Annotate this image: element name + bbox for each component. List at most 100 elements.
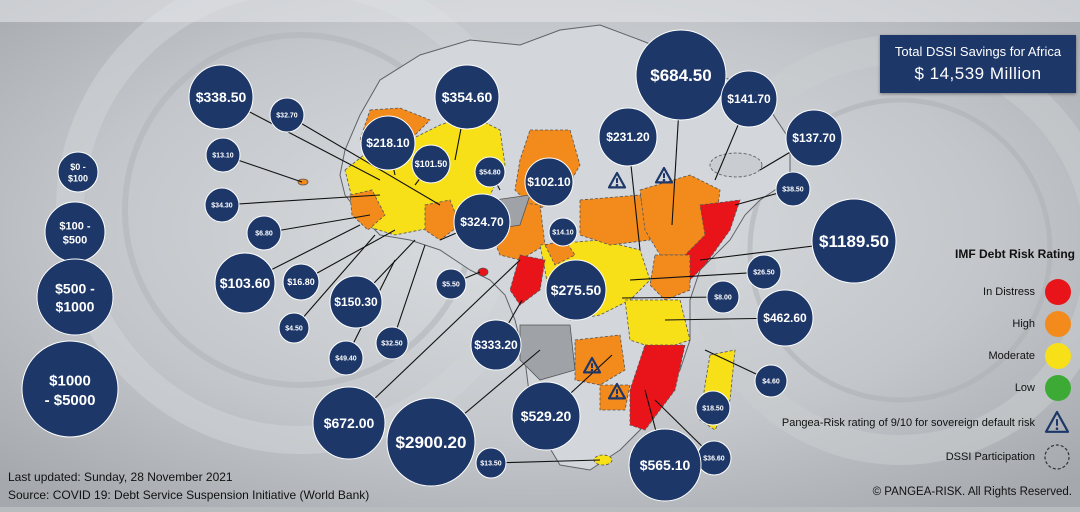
warning-icon	[607, 382, 627, 400]
yemen-dssi	[709, 152, 763, 178]
car-south-sudan-high	[579, 194, 651, 246]
size-legend-label: $100	[68, 173, 88, 183]
savings-bubble	[269, 97, 305, 133]
legend-label-moderate: Moderate	[988, 350, 1035, 362]
savings-bubble	[628, 428, 702, 502]
savings-bubble	[545, 259, 607, 321]
savings-bubble	[246, 215, 282, 251]
savings-bubble	[775, 171, 811, 207]
savings-bubble	[435, 268, 467, 300]
savings-bubble	[811, 198, 897, 284]
savings-bubble	[360, 115, 416, 171]
savings-bubble-label: $672.00	[324, 415, 375, 431]
savings-bubble-label: $462.60	[763, 311, 807, 325]
size-legend-label: $500	[63, 235, 87, 247]
savings-bubble	[434, 64, 500, 130]
warning-icon	[654, 166, 674, 184]
savings-bubble	[548, 217, 578, 247]
risk-swatch	[1045, 375, 1071, 401]
leader-line	[348, 259, 521, 424]
angola-gray	[519, 324, 576, 381]
savings-bubble	[329, 275, 383, 329]
savings-bubble-label: $13.50	[480, 460, 502, 467]
warning-markers	[582, 166, 674, 400]
risk-swatch	[1045, 343, 1071, 369]
risk-legend-markers	[1044, 279, 1071, 470]
top-band	[0, 0, 1080, 22]
savings-bubble-label: $275.50	[551, 282, 602, 298]
savings-bubble	[204, 187, 240, 223]
risk-swatch	[1045, 311, 1071, 337]
coast-high-1	[349, 189, 386, 231]
dssi-participation-icon	[1044, 444, 1070, 470]
warning-icon	[607, 171, 627, 189]
savings-bubble	[756, 289, 814, 347]
savings-bubble	[511, 381, 581, 451]
savings-bubble-label: $6.80	[255, 230, 273, 237]
savings-bubble-label: $150.30	[334, 295, 378, 309]
savings-bubble	[746, 254, 782, 290]
last-updated: Last updated: Sunday, 28 November 2021	[8, 470, 233, 484]
vault-ring-right-inner	[747, 97, 1053, 403]
total-savings-title: Total DSSI Savings for Africa	[894, 44, 1062, 59]
savings-bubble	[470, 319, 522, 371]
legend-label-default-risk: Pangea-Risk rating of 9/10 for sovereign…	[781, 417, 1035, 429]
warning-icon	[1044, 410, 1070, 433]
size-legend-label: $100 -	[59, 220, 91, 232]
size-legend-label: $1000	[49, 372, 91, 389]
savings-bubble	[475, 447, 507, 479]
savings-bubble-label: $103.60	[220, 275, 271, 291]
savings-bubble	[635, 29, 727, 121]
savings-bubble-label: $2900.20	[396, 433, 467, 452]
leader-line	[629, 271, 765, 281]
leader-line	[221, 194, 381, 206]
savings-bubble	[282, 263, 320, 301]
savings-bubble	[375, 326, 409, 360]
mozambique-distress	[629, 344, 686, 431]
savings-bubble	[598, 107, 658, 167]
savings-bubble-label: $333.20	[474, 338, 518, 352]
savings-bubble	[474, 156, 506, 188]
savings-bubble-label: $565.10	[640, 457, 691, 473]
size-legend: $0 -$100 $100 - $500 $500 - $1000 $1000 - $500…	[21, 151, 119, 438]
legend-label-low: Low	[1014, 382, 1035, 394]
size-legend-bubble	[21, 340, 119, 438]
somalia-distress	[684, 199, 741, 281]
savings-bubble	[328, 340, 364, 376]
source-text: Source: COVID 19: Debt Service Suspensio…	[8, 488, 370, 502]
savings-bubble	[785, 109, 843, 167]
savings-bubble-label: $529.20	[521, 408, 572, 424]
legend-label-high: High	[1012, 318, 1035, 330]
savings-bubble	[386, 397, 476, 487]
savings-bubble-label: $49.40	[335, 355, 357, 362]
leader-line	[490, 459, 601, 464]
total-savings-value: $ 14,539 Million	[914, 64, 1042, 83]
savings-bubble-label: $54.80	[479, 169, 501, 176]
savings-bubble-label: $4.60	[762, 378, 780, 385]
savings-bubble-label: $36.60	[703, 455, 725, 462]
copyright-text: © PANGEA-RISK. All Rights Reserved.	[872, 486, 1072, 498]
savings-bubble	[188, 64, 254, 130]
savings-bubble-label: $218.10	[366, 136, 410, 150]
savings-bubble-label: $38.50	[782, 186, 804, 193]
savings-bubble-label: $34.30	[211, 202, 233, 209]
savings-bubble-label: $18.50	[702, 405, 724, 412]
savings-bubble-label: $1189.50	[819, 232, 889, 251]
size-legend-label: $1000	[56, 299, 95, 315]
savings-bubble-label: $684.50	[650, 66, 711, 85]
cabo-verde-high	[297, 178, 309, 186]
savings-bubble-label: $231.20	[606, 130, 650, 144]
savings-bubble-label: $102.10	[527, 175, 571, 189]
savings-bubble	[214, 252, 276, 314]
ethiopia-high	[639, 174, 721, 256]
savings-bubble-label: $14.10	[552, 229, 574, 236]
savings-bubble-label: $32.50	[381, 340, 403, 347]
savings-bubbles: $684.50 $141.70 $354.60 $338.50 $32.70 $218.1…	[188, 29, 897, 502]
leader-line	[391, 244, 426, 344]
size-legend-bubble	[57, 151, 99, 193]
savings-bubble	[312, 386, 386, 460]
size-legend-bubble	[36, 258, 114, 336]
total-savings-box: Total DSSI Savings for Africa $ 14,539 M…	[880, 35, 1076, 93]
savings-bubble-label: $141.70	[727, 92, 771, 106]
